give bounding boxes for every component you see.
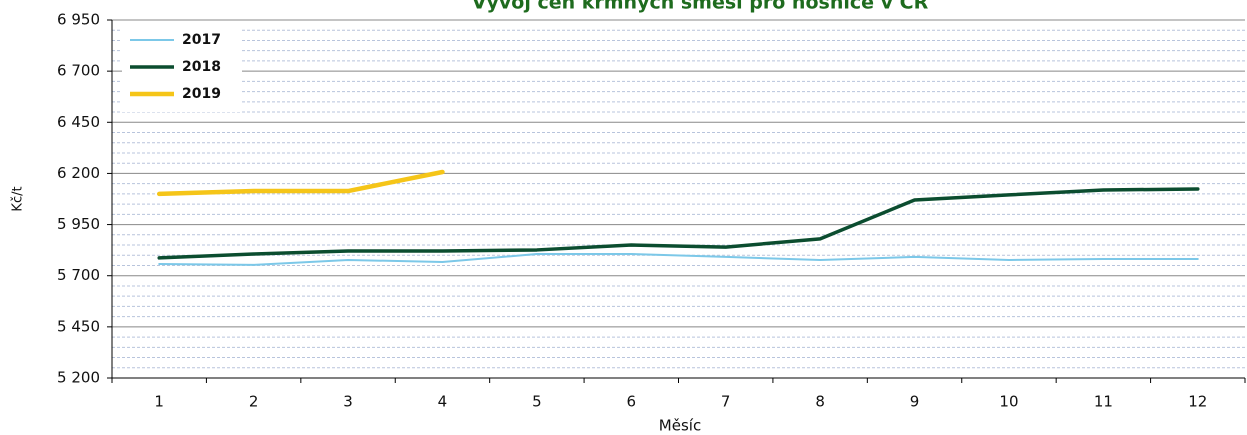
x-tick-label: 8 [815, 393, 825, 411]
y-tick-label: 6 950 [57, 11, 100, 29]
x-tick-label: 11 [1094, 393, 1113, 411]
x-axis-label: Měsíc [659, 417, 701, 435]
y-tick-label: 6 700 [57, 62, 100, 80]
chart-title: Vývoj cen krmných směsí pro nosnice v ČR [472, 0, 929, 14]
y-tick-label: 5 200 [57, 369, 100, 387]
y-tick-label: 6 450 [57, 113, 100, 131]
line-series [157, 187, 1200, 260]
x-tick-label: 4 [438, 393, 448, 411]
x-tick-label: 5 [532, 393, 542, 411]
x-tick-label: 2 [249, 393, 259, 411]
y-tick-label: 5 700 [57, 266, 100, 284]
x-tick-label: 12 [1188, 393, 1207, 411]
x-tick-label: 3 [343, 393, 353, 411]
y-tick-label: 6 200 [57, 164, 100, 182]
legend-label: 2019 [182, 86, 221, 102]
legend: 2017 2018 2019 [122, 26, 242, 112]
x-tick-label: 1 [154, 393, 164, 411]
x-tick-label: 6 [627, 393, 637, 411]
y-tick-label: 5 950 [57, 215, 100, 233]
legend-label: 2017 [182, 32, 221, 48]
y-axis-label: Kč/t [11, 186, 26, 211]
y-tick-label: 5 450 [57, 317, 100, 335]
x-tick-label: 7 [721, 393, 731, 411]
line-series [158, 253, 1199, 266]
line-series [156, 169, 445, 197]
legend-label: 2018 [182, 59, 221, 75]
x-tick-label: 9 [910, 393, 920, 411]
x-tick-label: 10 [999, 393, 1018, 411]
